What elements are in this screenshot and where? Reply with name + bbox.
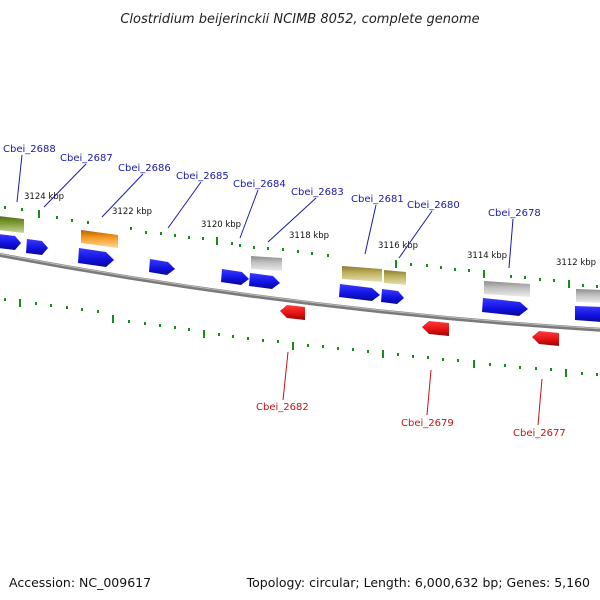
forward-cds-arrow: [26, 239, 48, 255]
forward-cds-arrow: [482, 298, 528, 316]
forward-cds-arrow: [0, 234, 21, 250]
tick-label: 3112 kbp: [556, 258, 596, 268]
accession-text: Accession: NC_009617: [9, 575, 151, 590]
tick-label: 3124 kbp: [24, 192, 64, 202]
gene-label[interactable]: Cbei_2684: [233, 179, 286, 190]
genome-summary-text: Topology: circular; Length: 6,000,632 bp…: [246, 575, 590, 590]
forward-cds-arrow: [221, 269, 249, 285]
forward-cds-arrow: [249, 273, 280, 289]
gene-label[interactable]: Cbei_2686: [118, 163, 171, 174]
forward-cds-arrow: [149, 259, 175, 275]
gene-label[interactable]: Cbei_2681: [351, 194, 404, 205]
map-title: Clostridium beijerinckii NCIMB 8052, com…: [120, 12, 479, 27]
feature-box-khaki: [342, 266, 382, 282]
reverse-cds-arrow: [422, 321, 449, 336]
gene-label[interactable]: Cbei_2679: [401, 418, 454, 429]
feature-box-olive: [0, 216, 24, 233]
feature-box-orange: [81, 230, 118, 248]
tick-label: 3120 kbp: [201, 220, 241, 230]
forward-cds-arrow: [575, 306, 600, 322]
tick-label: 3118 kbp: [289, 231, 329, 241]
forward-cds-track: [0, 234, 600, 322]
forward-cds-arrow: [381, 289, 404, 304]
forward-cds-arrow: [78, 248, 114, 267]
gene-label[interactable]: Cbei_2682: [256, 402, 309, 413]
feature-track-outer: [0, 216, 600, 303]
tick-label: 3114 kbp: [467, 251, 507, 261]
tick-label: 3116 kbp: [378, 241, 418, 251]
reverse-label-leaders: [282, 351, 543, 426]
feature-box-gray: [576, 289, 600, 303]
genome-backbone: [0, 252, 600, 332]
feature-box-gray: [251, 256, 282, 271]
reverse-cds-track: [280, 305, 559, 346]
reverse-tick-track: [4, 298, 598, 377]
feature-box-khaki: [384, 270, 406, 285]
forward-tick-track: [4, 206, 598, 288]
gene-label[interactable]: Cbei_2685: [176, 171, 229, 182]
gene-label[interactable]: Cbei_2683: [291, 187, 344, 198]
gene-label[interactable]: Cbei_2678: [488, 208, 541, 219]
forward-label-leaders: [16, 154, 514, 269]
genome-backbone-highlight: [0, 253, 600, 330]
gene-label[interactable]: Cbei_2688: [3, 144, 56, 155]
feature-box-gray: [484, 281, 530, 297]
tick-label: 3122 kbp: [112, 207, 152, 217]
gene-label[interactable]: Cbei_2677: [513, 428, 566, 439]
reverse-cds-arrow: [532, 331, 559, 346]
forward-cds-arrow: [339, 284, 380, 301]
reverse-cds-arrow: [280, 305, 305, 320]
gene-label[interactable]: Cbei_2680: [407, 200, 460, 211]
gene-label[interactable]: Cbei_2687: [60, 153, 113, 164]
